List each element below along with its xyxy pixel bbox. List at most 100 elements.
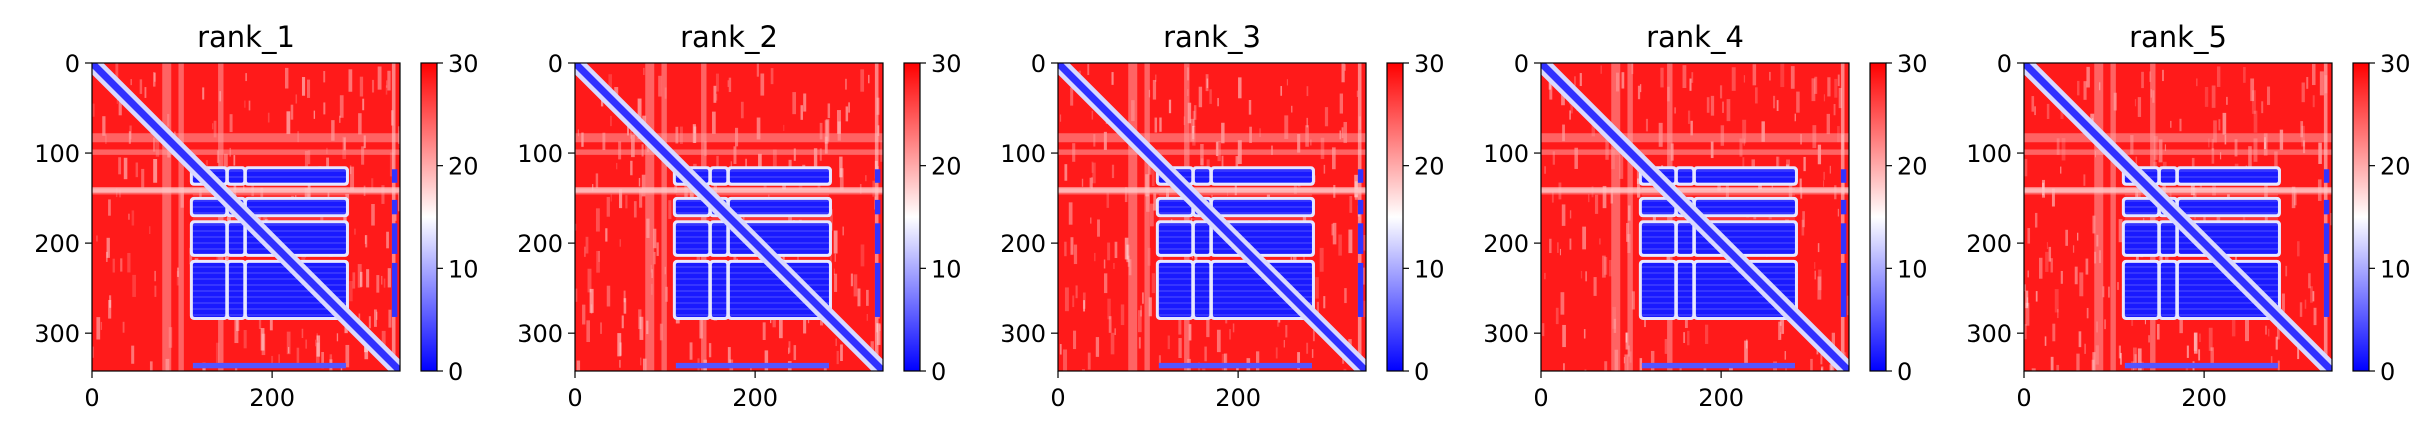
- y-tick-label: 200: [517, 230, 563, 258]
- heatmap-noise: [2204, 87, 2209, 107]
- heatmap-noise: [105, 251, 108, 262]
- heatmap-noise: [659, 323, 663, 341]
- heatmap-noise: [1209, 89, 1212, 104]
- heatmap-noise: [1111, 72, 1114, 85]
- heatmap-contact-block: [1357, 262, 1364, 317]
- heatmap-noise: [1544, 166, 1546, 174]
- heatmap-noise: [2083, 174, 2086, 186]
- heatmap-noise: [1683, 332, 1686, 344]
- heatmap-noise: [1639, 84, 1642, 93]
- colorbar-tick-label: 10: [1414, 255, 1445, 283]
- heatmap-noise: [2117, 282, 2119, 290]
- heatmap-noise: [1838, 87, 1843, 109]
- heatmap-noise: [2274, 151, 2278, 173]
- y-tick-label: 300: [1483, 320, 1529, 348]
- heatmap-noise: [331, 120, 335, 141]
- heatmap-noise: [837, 121, 841, 141]
- heatmap-noise: [2294, 189, 2297, 206]
- heatmap-noise: [359, 76, 364, 97]
- heatmap-frame: [574, 62, 884, 372]
- panel-title: rank_3: [1163, 20, 1261, 54]
- heatmap-noise: [1114, 328, 1116, 335]
- heatmap-streak: [92, 149, 400, 155]
- heatmap-noise: [2144, 317, 2146, 325]
- heatmap-noise: [840, 344, 843, 362]
- heatmap-noise: [1769, 71, 1771, 81]
- heatmap-noise: [323, 71, 326, 83]
- heatmap-noise: [834, 253, 836, 262]
- heatmap-noise: [349, 281, 353, 302]
- heatmap-noise: [825, 119, 830, 142]
- heatmap-noise: [1320, 137, 1325, 160]
- heatmap-streak: [1541, 133, 1849, 143]
- heatmap-noise: [286, 111, 291, 135]
- heatmap-noise: [315, 342, 320, 365]
- heatmap-streak: [1541, 149, 1849, 155]
- heatmap-noise: [606, 196, 610, 217]
- heatmap-noise: [1821, 368, 1823, 371]
- heatmap-noise: [1107, 242, 1111, 261]
- heatmap-noise: [290, 104, 294, 120]
- heatmap-noise: [154, 72, 156, 82]
- heatmap-noise: [2141, 71, 2144, 89]
- heatmap-noise: [727, 80, 729, 87]
- heatmap-noise: [653, 251, 656, 265]
- heatmap-streak: [1611, 63, 1621, 371]
- heatmap-noise: [2091, 359, 2095, 371]
- heatmap-noise: [2050, 258, 2053, 273]
- heatmap-noise: [727, 347, 731, 365]
- heatmap-noise: [1831, 332, 1835, 353]
- x-tick-label: 0: [2016, 384, 2031, 412]
- heatmap-noise: [639, 316, 644, 340]
- heatmap-noise: [2052, 323, 2056, 342]
- heatmap-noise: [575, 223, 577, 231]
- y-tick-label: 200: [1966, 230, 2012, 258]
- heatmap-noise: [380, 275, 383, 285]
- heatmap-noise: [271, 355, 274, 368]
- heatmap-noise: [1137, 310, 1142, 333]
- heatmap-noise: [2308, 273, 2311, 289]
- heatmap-noise: [728, 77, 732, 93]
- heatmap-noise: [2084, 343, 2086, 354]
- heatmap-noise: [2025, 302, 2030, 326]
- heatmap-noise: [589, 288, 594, 313]
- heatmap-noise: [803, 314, 807, 334]
- heatmap-noise: [1790, 66, 1795, 89]
- heatmap-panel-1: rank_1 0 100 200 300 0 200 0 10 20 30: [34, 20, 478, 412]
- heatmap-noise: [1151, 273, 1156, 294]
- heatmap-noise: [118, 157, 122, 175]
- heatmap-noise: [1082, 292, 1086, 309]
- heatmap-noise: [278, 354, 280, 364]
- heatmap-noise: [824, 136, 828, 154]
- heatmap-noise: [115, 63, 119, 81]
- heatmap-noise: [1075, 285, 1078, 299]
- heatmap-noise: [243, 330, 247, 349]
- heatmap-noise: [638, 309, 642, 330]
- heatmap-noise: [1810, 358, 1813, 371]
- heatmap-noise: [1087, 352, 1091, 370]
- heatmap-noise: [1636, 163, 1641, 184]
- panel-title: rank_4: [1646, 20, 1744, 54]
- heatmap-noise: [836, 350, 839, 365]
- heatmap-noise: [2025, 290, 2029, 309]
- heatmap-noise: [376, 275, 380, 293]
- heatmap-noise: [865, 175, 867, 182]
- heatmap-noise: [128, 213, 130, 220]
- heatmap-noise: [1710, 95, 1715, 116]
- heatmap-noise: [1776, 156, 1780, 175]
- heatmap-noise: [788, 341, 791, 353]
- heatmap-noise: [621, 315, 624, 329]
- heatmap-noise: [1719, 85, 1723, 99]
- heatmap-noise: [2208, 138, 2210, 148]
- x-tick-label: 200: [732, 384, 778, 412]
- heatmap-noise: [2102, 286, 2105, 298]
- heatmap-streak: [178, 63, 184, 371]
- heatmap-noise: [2312, 63, 2316, 86]
- heatmap-noise: [876, 323, 881, 345]
- heatmap-noise: [1563, 363, 1565, 371]
- colorbar-tick-label: 30: [1897, 50, 1928, 78]
- heatmap-noise: [1544, 272, 1546, 280]
- heatmap-noise: [1569, 110, 1571, 120]
- heatmap-noise: [2092, 215, 2096, 234]
